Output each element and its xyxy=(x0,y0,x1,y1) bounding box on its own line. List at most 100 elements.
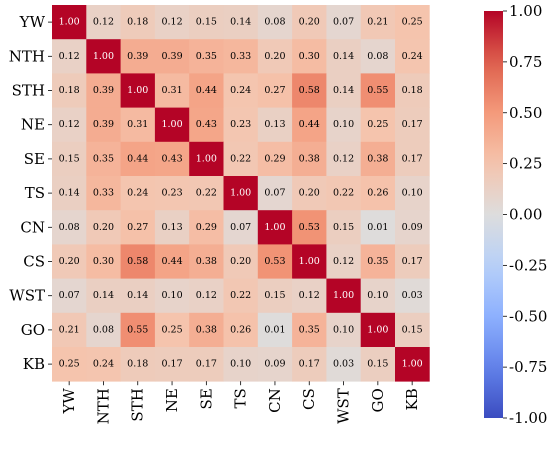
cell-value-label: 0.17 xyxy=(402,256,423,267)
column-tick-label: STH xyxy=(129,388,147,421)
heatmap-cell xyxy=(257,278,293,314)
heatmap-cell xyxy=(86,210,121,245)
heatmap-cell xyxy=(326,244,362,279)
heatmap-cell xyxy=(395,347,430,382)
colorbar-tick-label: -1.00 xyxy=(509,409,547,427)
cell-value-label: 0.39 xyxy=(93,85,114,96)
row-tick-label: KB xyxy=(23,355,45,373)
heatmap-cell xyxy=(360,347,396,382)
cell-value-label: 1.00 xyxy=(161,119,182,130)
cell-value-label: 0.14 xyxy=(333,51,354,62)
heatmap-cell xyxy=(326,176,362,211)
heatmap-cell xyxy=(360,107,396,143)
cell-value-label: 0.09 xyxy=(264,359,285,370)
cell-value-label: 0.24 xyxy=(402,51,423,62)
heatmap-cell xyxy=(189,5,224,40)
heatmap-cell xyxy=(395,210,430,245)
cell-value-label: 0.35 xyxy=(367,256,388,267)
cell-value-label: 0.20 xyxy=(299,17,320,28)
heatmap-cell xyxy=(360,141,396,177)
cell-value-label: 0.20 xyxy=(299,188,320,199)
heatmap-cell xyxy=(189,107,224,143)
heatmap-cell xyxy=(326,347,362,382)
heatmap-cell xyxy=(120,278,156,314)
cell-value-label: 0.13 xyxy=(161,222,182,233)
cell-value-label: 0.25 xyxy=(59,359,80,370)
heatmap-cell xyxy=(292,39,327,74)
heatmap-cell xyxy=(189,210,224,245)
heatmap-cell xyxy=(292,210,327,245)
cell-value-label: 1.00 xyxy=(230,188,251,199)
heatmap-cell xyxy=(292,244,327,279)
heatmap-cell xyxy=(326,39,362,74)
cell-value-label: 0.10 xyxy=(402,188,423,199)
heatmap-cell xyxy=(154,312,190,348)
heatmap-cell xyxy=(223,107,259,143)
cell-value-label: 0.17 xyxy=(402,153,423,164)
heatmap-cell xyxy=(257,244,293,279)
colorbar-tick-label: 0.25 xyxy=(509,155,542,173)
heatmap-cell xyxy=(86,107,121,143)
heatmap-cell xyxy=(223,210,259,245)
cell-value-label: 0.38 xyxy=(299,153,320,164)
heatmap-cell xyxy=(154,278,190,314)
heatmap-cell xyxy=(395,107,430,143)
heatmap-cell xyxy=(395,278,430,314)
cell-value-label: 0.17 xyxy=(299,359,320,370)
row-tick-label: GO xyxy=(21,321,45,339)
row-tick-label: NE xyxy=(21,116,45,134)
cell-value-label: 0.08 xyxy=(367,51,388,62)
cell-value-label: 0.21 xyxy=(367,17,388,28)
cell-value-label: 0.10 xyxy=(230,359,251,370)
cell-value-label: 0.35 xyxy=(93,153,114,164)
cell-value-label: 0.10 xyxy=(333,324,354,335)
heatmap-cell xyxy=(257,176,293,211)
heatmap-cell xyxy=(52,210,87,245)
cell-value-label: 0.25 xyxy=(367,119,388,130)
row-tick-label: TS xyxy=(25,184,45,202)
heatmap-cell xyxy=(223,73,259,108)
colorbar-tick-label: -0.75 xyxy=(509,358,547,376)
cell-value-label: 0.24 xyxy=(93,359,114,370)
cell-value-label: 0.09 xyxy=(402,222,423,233)
heatmap-cell xyxy=(189,244,224,279)
cell-value-label: 0.14 xyxy=(59,188,80,199)
cell-value-label: 1.00 xyxy=(127,85,148,96)
cell-value-label: 0.24 xyxy=(230,85,251,96)
heatmap-cell xyxy=(154,5,190,40)
cell-value-label: 0.14 xyxy=(333,85,354,96)
heatmap-cell xyxy=(223,5,259,40)
heatmap-cell xyxy=(52,39,87,74)
colorbar-tick-label: 0.50 xyxy=(509,104,542,122)
row-tick-label: STH xyxy=(12,82,45,100)
heatmap-cell xyxy=(360,39,396,74)
cell-value-label: 0.27 xyxy=(127,222,148,233)
cell-value-label: 0.44 xyxy=(127,153,148,164)
cell-value-label: 0.26 xyxy=(230,324,251,335)
heatmap-cell xyxy=(189,73,224,108)
cell-value-label: 0.17 xyxy=(196,359,217,370)
colorbar-gradient xyxy=(484,11,503,418)
heatmap-cell xyxy=(395,5,430,40)
heatmap-cell xyxy=(86,141,121,177)
cell-value-label: 0.39 xyxy=(93,119,114,130)
heatmap-cell xyxy=(120,73,156,108)
cell-value-label: 0.12 xyxy=(333,153,354,164)
heatmap-cell xyxy=(154,73,190,108)
heatmap-cell xyxy=(326,278,362,314)
cell-value-label: 0.07 xyxy=(59,290,80,301)
cell-value-label: 1.00 xyxy=(93,51,114,62)
cell-value-label: 0.01 xyxy=(264,324,285,335)
cell-value-label: 0.44 xyxy=(299,119,320,130)
cell-value-label: 0.55 xyxy=(367,85,388,96)
cell-value-label: 0.25 xyxy=(402,17,423,28)
heatmap-cell xyxy=(120,39,156,74)
cell-value-label: 0.15 xyxy=(333,222,354,233)
heatmap-cell xyxy=(326,210,362,245)
cell-value-label: 0.35 xyxy=(299,324,320,335)
heatmap-cell xyxy=(223,278,259,314)
heatmap-cell xyxy=(52,312,87,348)
cell-value-label: 0.43 xyxy=(196,119,217,130)
heatmap-cell xyxy=(52,176,87,211)
column-tick-label: GO xyxy=(369,388,387,412)
